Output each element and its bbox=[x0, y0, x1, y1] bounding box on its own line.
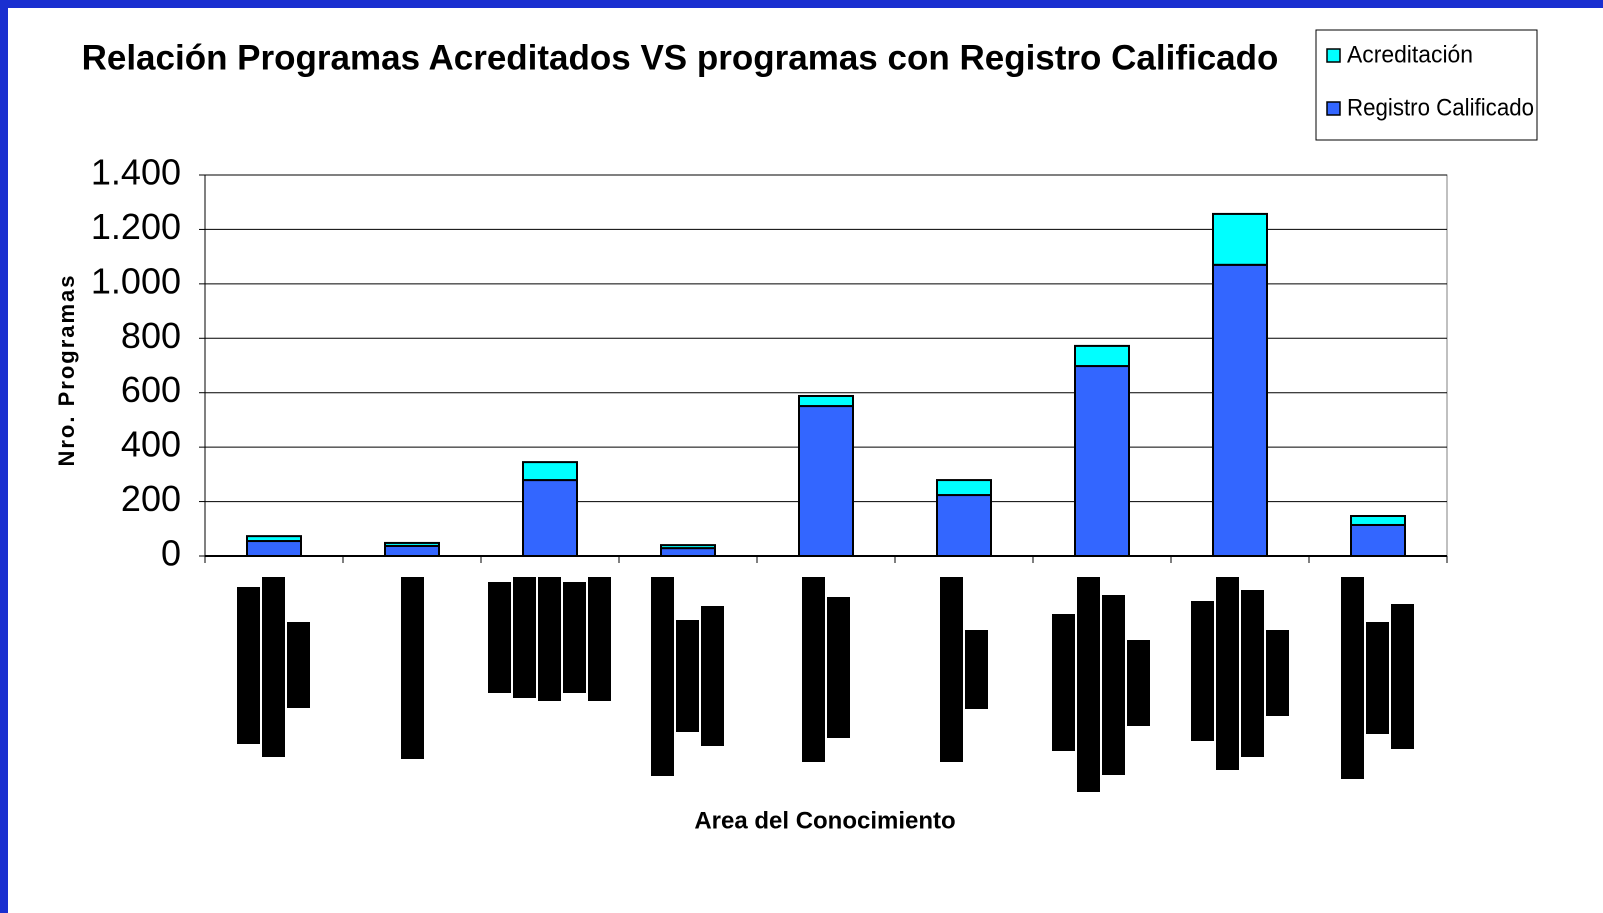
y-tick-label: 200 bbox=[121, 478, 181, 519]
chart: Relación Programas Acreditados VS progra… bbox=[54, 29, 1538, 834]
bar-segment bbox=[246, 540, 302, 558]
bar-segment bbox=[936, 479, 992, 497]
bar-segment bbox=[1074, 344, 1130, 368]
chart-title: Relación Programas Acreditados VS progra… bbox=[82, 38, 1279, 77]
bar-segment bbox=[660, 547, 716, 557]
bar-segment bbox=[1212, 212, 1268, 266]
bar-segment bbox=[798, 394, 854, 408]
y-tick-label: 0 bbox=[161, 533, 181, 574]
y-tick-label: 1.400 bbox=[91, 152, 181, 193]
legend-label: Acreditación bbox=[1347, 41, 1473, 68]
bar-segment bbox=[1074, 365, 1130, 557]
bar-segment bbox=[384, 541, 440, 547]
y-axis-label: Nro. Programas bbox=[54, 273, 79, 466]
legend-swatch bbox=[1326, 48, 1341, 63]
y-tick-label: 800 bbox=[121, 315, 181, 356]
bar-segment bbox=[522, 461, 578, 482]
bar-segment bbox=[1212, 263, 1268, 557]
redacted-labels bbox=[237, 577, 1414, 792]
bar-segment bbox=[798, 405, 854, 557]
legend-swatch bbox=[1326, 101, 1341, 116]
y-tick-label: 400 bbox=[121, 424, 181, 465]
legend-box bbox=[1315, 29, 1538, 141]
y-tick-label: 600 bbox=[121, 369, 181, 410]
bar-segment bbox=[1350, 523, 1406, 557]
y-tick-label: 1.200 bbox=[91, 206, 181, 247]
y-tick-label: 1.000 bbox=[91, 260, 181, 301]
bar-segment bbox=[384, 544, 440, 558]
bar-segment bbox=[522, 479, 578, 557]
bar-segment bbox=[936, 494, 992, 558]
bar-segment bbox=[246, 535, 302, 543]
bar-segment bbox=[1350, 514, 1406, 526]
legend-label: Registro Calificado bbox=[1347, 94, 1534, 121]
slide: Relación Programas Acreditados VS progra… bbox=[8, 8, 1603, 913]
bar-segment bbox=[660, 544, 716, 550]
x-axis-label: Area del Conocimiento bbox=[694, 807, 955, 834]
